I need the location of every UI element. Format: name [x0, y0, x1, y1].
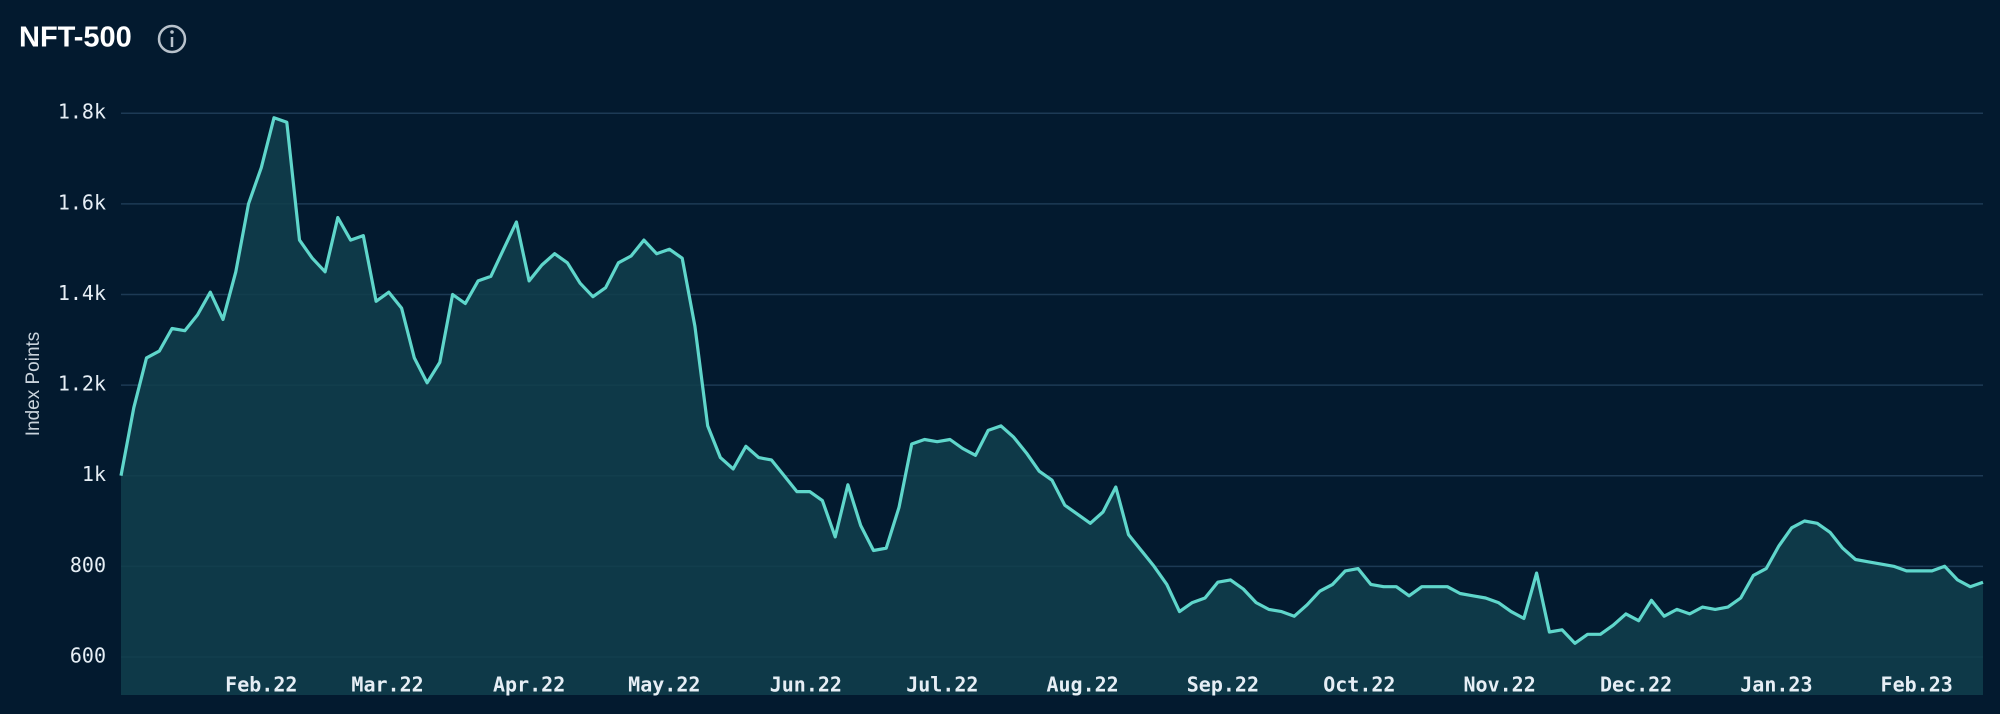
x-tick-label: Jan.23	[1740, 673, 1812, 697]
x-tick-label: Oct.22	[1323, 673, 1395, 697]
x-tick-label: Sep.22	[1187, 673, 1259, 697]
y-tick-label: 1k	[82, 462, 106, 486]
line	[119, 116, 1984, 645]
x-tick-label: Feb.22	[225, 673, 297, 697]
y-tick-label: 800	[70, 553, 106, 577]
x-tick-label: Jul.22	[906, 673, 978, 697]
y-tick-label: 600	[70, 643, 106, 667]
area-fill	[121, 117, 1983, 696]
info-icon[interactable]	[157, 24, 187, 54]
y-axis-label: Index Points	[23, 332, 44, 437]
x-tick-label: Feb.23	[1881, 673, 1953, 697]
info-dot[interactable]	[170, 30, 174, 34]
x-tick-label: Mar.22	[351, 673, 423, 697]
x-tick-label: May.22	[628, 673, 700, 697]
x-tick-label: Jun.22	[770, 673, 842, 697]
x-tick-label: Dec.22	[1600, 673, 1672, 697]
y-tick-label: 1.6k	[58, 190, 106, 214]
chart-title: NFT-500	[19, 22, 132, 54]
y-tick-label: 1.4k	[58, 281, 106, 305]
y-tick-label: 1.2k	[58, 372, 106, 396]
x-tick-label: Nov.22	[1464, 673, 1536, 697]
info-circle[interactable]	[157, 24, 187, 54]
y-tick-label: 1.8k	[58, 100, 106, 124]
x-tick-label: Apr.22	[493, 673, 565, 697]
x-tick-label: Aug.22	[1046, 673, 1118, 697]
